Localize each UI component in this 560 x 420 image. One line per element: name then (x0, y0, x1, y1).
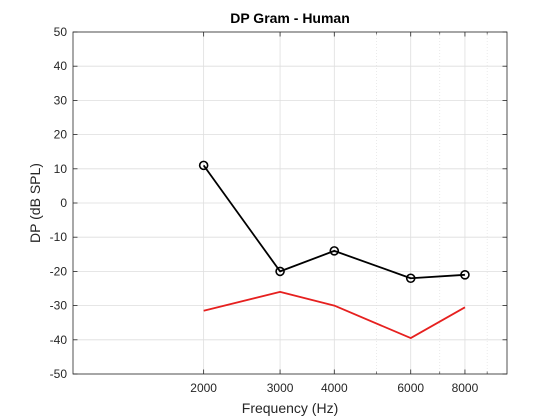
y-tick-label: 50 (54, 25, 68, 39)
series-layer (198, 160, 470, 339)
x-tick-label: 4000 (321, 381, 348, 395)
y-tick-label: 0 (60, 196, 67, 210)
x-tick-label: 3000 (267, 381, 294, 395)
y-tick-label: -20 (50, 264, 68, 278)
y-tick-label: 10 (54, 162, 68, 176)
x-axis-label: Frequency (Hz) (242, 400, 338, 416)
y-tick-label: -10 (50, 230, 68, 244)
y-tick-label: 30 (54, 93, 68, 107)
x-tick-labels: 2000 3000 4000 6000 8000 (190, 381, 478, 395)
x-tick-label: 8000 (452, 381, 479, 395)
axis-ticks (73, 31, 507, 375)
series-1-point (275, 266, 285, 277)
series-1-line (202, 164, 465, 280)
series-2-line (203, 291, 466, 339)
series-1-point (460, 270, 470, 280)
chart-title: DP Gram - Human (230, 10, 350, 26)
y-tick-labels: -50 -40 -30 -20 -10 0 10 20 30 40 50 (50, 25, 68, 381)
x-tick-label: 2000 (190, 381, 217, 395)
y-tick-label: 40 (54, 59, 68, 73)
series-1-point (405, 273, 416, 284)
series-1-point (198, 160, 209, 171)
series-1-point (329, 246, 340, 256)
y-tick-label: -30 (50, 299, 68, 313)
y-tick-label: 20 (54, 128, 68, 142)
y-tick-label: -40 (50, 333, 68, 347)
y-tick-label: -50 (50, 367, 68, 381)
y-axis-label: DP (dB SPL) (27, 163, 43, 243)
x-tick-label: 6000 (397, 381, 424, 395)
